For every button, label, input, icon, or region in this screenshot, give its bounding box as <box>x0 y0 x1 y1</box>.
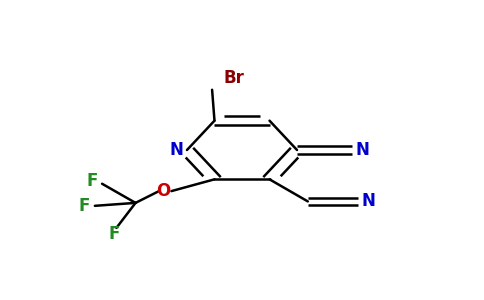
Text: Br: Br <box>223 69 244 87</box>
Text: F: F <box>108 225 120 243</box>
Text: F: F <box>79 197 90 215</box>
Text: N: N <box>362 192 376 210</box>
Text: N: N <box>169 141 183 159</box>
Text: F: F <box>87 172 98 190</box>
Text: N: N <box>356 141 369 159</box>
Text: O: O <box>156 182 170 200</box>
